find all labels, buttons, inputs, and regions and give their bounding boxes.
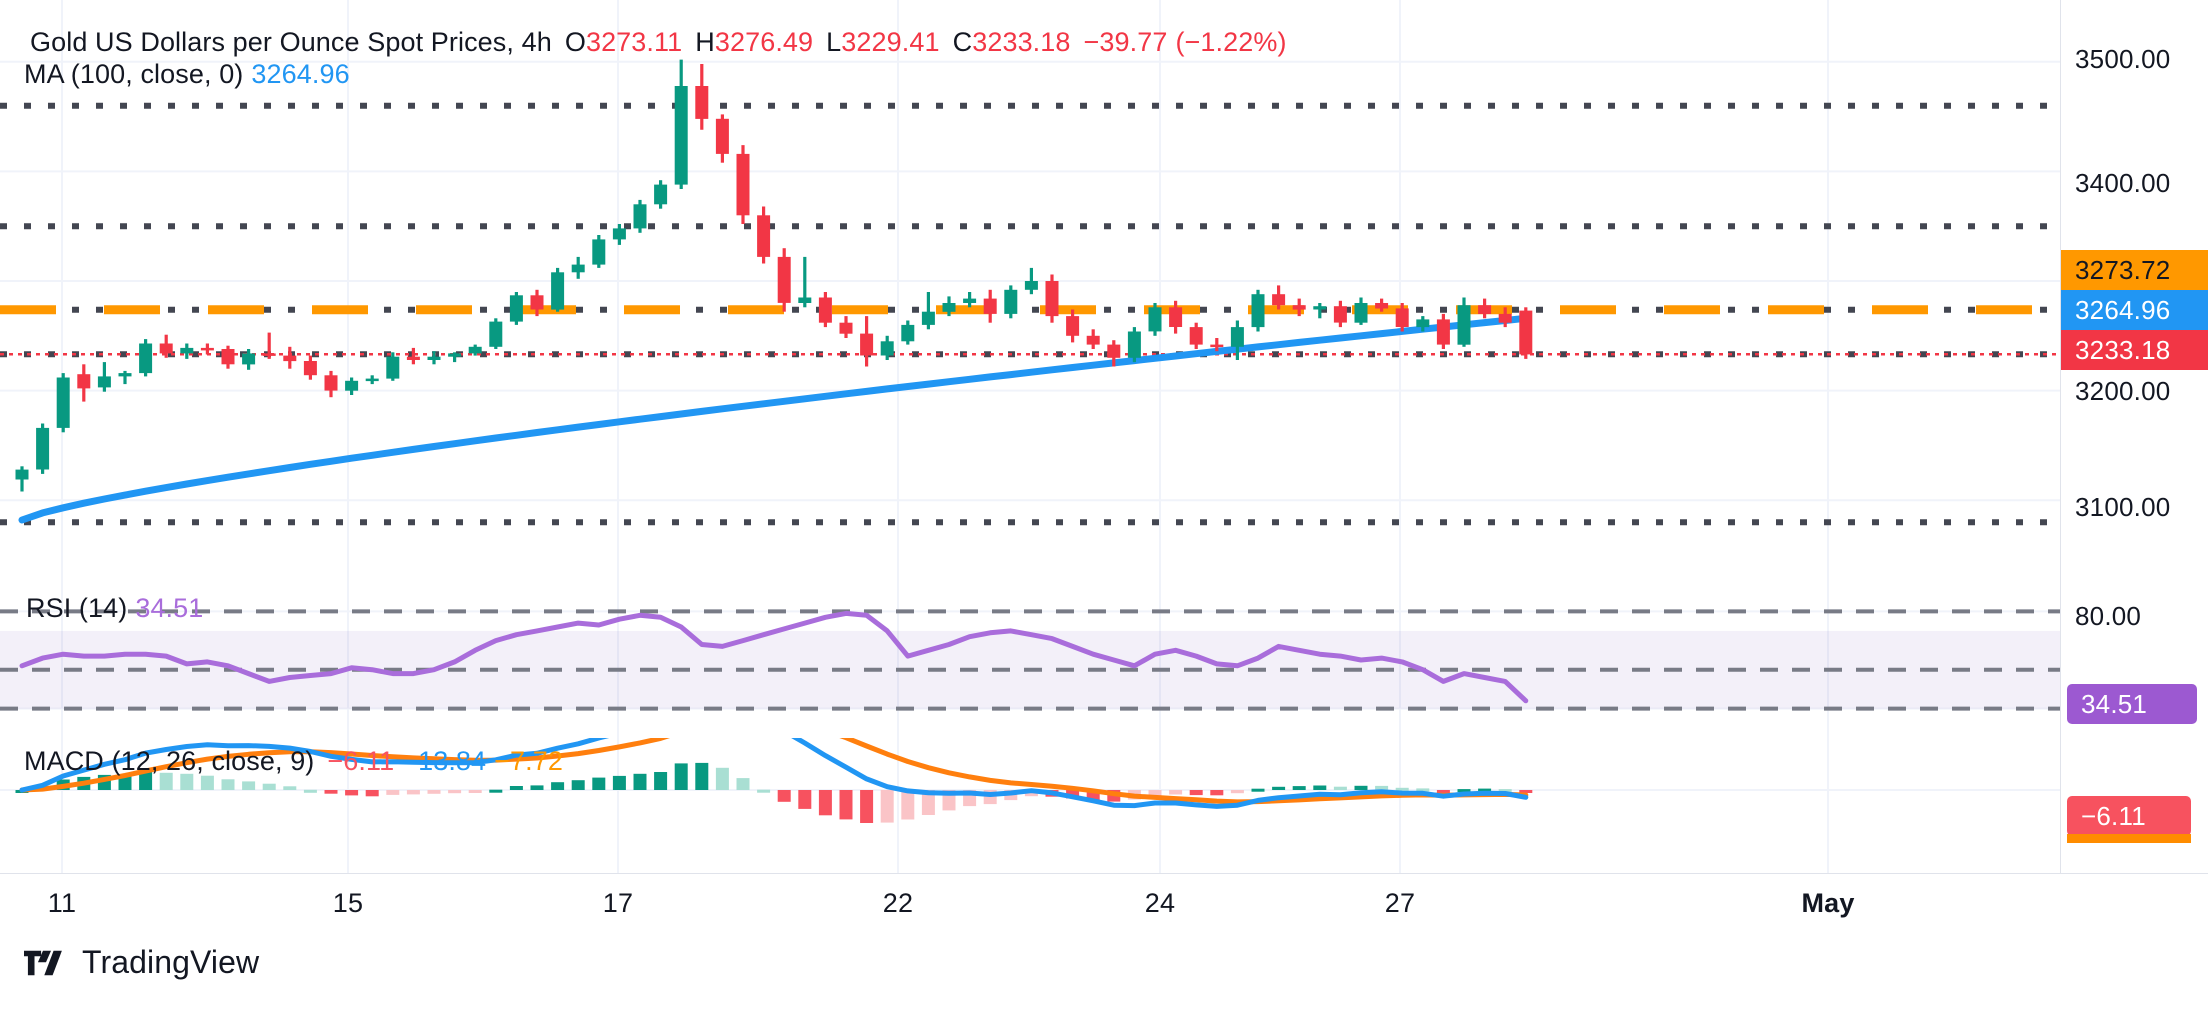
tradingview-logo-text: TradingView — [82, 944, 260, 980]
rsi-tick-80: 80.00 — [2075, 601, 2142, 631]
time-scale[interactable]: 11 15 17 22 24 27 May — [0, 873, 2208, 939]
macd-badge-value[interactable]: −6.11 — [2067, 796, 2191, 836]
time-tick-27: 27 — [1384, 888, 1416, 918]
tradingview-branding: TradingView — [24, 944, 259, 981]
macd-chart-svg — [0, 738, 2060, 873]
price-tick-3200: 3200.00 — [2075, 376, 2171, 406]
macd-pane[interactable]: MACD (12, 26, close, 9) −6.11 −13.84 −7.72 — [0, 738, 2060, 873]
price-tick-3500: 3500.00 — [2075, 44, 2171, 74]
tradingview-logo-icon — [24, 948, 68, 978]
price-pane[interactable]: Gold US Dollars per Ounce Spot Prices, 4… — [0, 0, 2060, 578]
time-tick-may: May — [1801, 888, 1855, 918]
rsi-pane[interactable]: RSI (14) 34.51 — [0, 578, 2060, 738]
time-tick-24: 24 — [1144, 888, 1176, 918]
price-badge-last-price[interactable]: 3233.18 — [2061, 330, 2208, 370]
price-tick-3400: 3400.00 — [2075, 168, 2171, 198]
price-chart-svg — [0, 0, 2060, 578]
time-tick-15: 15 — [332, 888, 364, 918]
price-tick-3100: 3100.00 — [2075, 492, 2171, 522]
time-tick-17: 17 — [602, 888, 634, 918]
macd-signal-marker — [2067, 834, 2191, 843]
time-tick-22: 22 — [882, 888, 914, 918]
price-badge-ma-value[interactable]: 3264.96 — [2061, 290, 2208, 330]
time-tick-11: 11 — [47, 888, 77, 918]
price-badge-ma-level[interactable]: 3273.72 — [2061, 250, 2208, 290]
rsi-chart-svg — [0, 578, 2060, 738]
price-scale[interactable]: 3500.00 3400.00 3273.72 3264.96 3233.18 … — [2060, 0, 2208, 873]
rsi-badge-value[interactable]: 34.51 — [2067, 684, 2197, 724]
